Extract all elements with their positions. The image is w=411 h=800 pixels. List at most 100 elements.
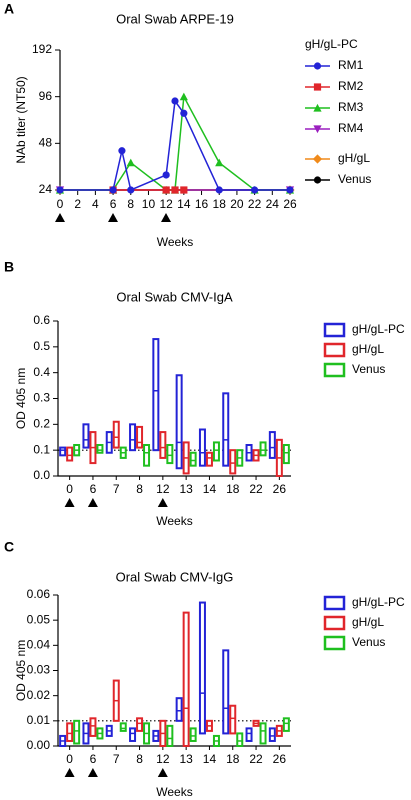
range-bar bbox=[245, 727, 253, 742]
legend-swatch bbox=[323, 342, 346, 358]
panel-letter: C bbox=[4, 539, 14, 555]
y-axis-label: OD 405 nm bbox=[14, 368, 28, 429]
y-tick-label: 0.2 bbox=[33, 417, 50, 431]
range-bar bbox=[175, 697, 183, 722]
legend-label: Venus bbox=[338, 172, 371, 186]
range-bar bbox=[282, 444, 290, 465]
arrow bbox=[87, 498, 98, 507]
legend-label: gH/gL bbox=[338, 151, 370, 165]
marker bbox=[171, 97, 179, 105]
range-bar bbox=[222, 649, 230, 735]
y-tick-label: 0.1 bbox=[33, 442, 50, 456]
x-axis-label: Weeks bbox=[157, 235, 193, 249]
range-bar bbox=[166, 724, 174, 747]
chart-title: Oral Swab CMV-IgG bbox=[116, 569, 234, 584]
y-axis-label: NAb titer (NT50) bbox=[14, 76, 28, 163]
y-tick-label: 0.05 bbox=[27, 612, 51, 626]
legend-label: RM1 bbox=[338, 58, 364, 72]
x-tick-label: 0 bbox=[57, 197, 64, 211]
arrow bbox=[161, 213, 171, 222]
legend-swatch bbox=[323, 615, 346, 631]
y-tick-label: 0.02 bbox=[27, 688, 51, 702]
y-tick-label: 0.3 bbox=[33, 391, 50, 405]
x-tick-label: 10 bbox=[142, 197, 156, 211]
legend-label: gH/gL-PC bbox=[352, 595, 405, 609]
range-bar bbox=[119, 722, 127, 732]
x-tick-label: 18 bbox=[226, 482, 240, 496]
range-bar bbox=[282, 717, 290, 732]
y-tick-label: 0.06 bbox=[27, 587, 51, 601]
marker bbox=[286, 186, 294, 194]
y-tick-label: 24 bbox=[39, 182, 53, 196]
x-tick-label: 0 bbox=[66, 482, 73, 496]
legend-label: gH/gL bbox=[352, 342, 384, 356]
series-line bbox=[60, 94, 290, 191]
range-bar bbox=[143, 444, 151, 467]
range-bar bbox=[112, 420, 120, 449]
legend-marker bbox=[312, 154, 323, 164]
arrows bbox=[55, 213, 171, 777]
range-bar bbox=[198, 601, 206, 735]
marker bbox=[180, 109, 188, 117]
y-tick-label: 48 bbox=[39, 136, 53, 150]
y-tick-label: 0.03 bbox=[27, 663, 51, 677]
legend-marker bbox=[313, 103, 322, 112]
range-bar bbox=[236, 732, 244, 748]
x-axis-label: Weeks bbox=[156, 514, 192, 528]
y-tick-label: 0.01 bbox=[27, 713, 51, 727]
x-tick-label: 18 bbox=[226, 752, 240, 766]
x-tick-label: 24 bbox=[266, 197, 280, 211]
y-axis-label: OD 405 nm bbox=[14, 640, 28, 701]
legend-label: gH/gL bbox=[352, 615, 384, 629]
x-tick-label: 12 bbox=[159, 197, 173, 211]
legend-swatch bbox=[323, 635, 346, 651]
range-bar bbox=[59, 446, 67, 457]
panel-letter: B bbox=[4, 259, 14, 275]
marker bbox=[118, 147, 126, 155]
legend-marker bbox=[313, 83, 322, 91]
range-bar bbox=[259, 722, 267, 745]
x-tick-label: 26 bbox=[273, 482, 287, 496]
x-tick-label: 22 bbox=[249, 752, 263, 766]
x-axis-label: Weeks bbox=[156, 785, 192, 799]
marker bbox=[215, 186, 223, 194]
x-tick-label: 2 bbox=[74, 197, 81, 211]
marker bbox=[127, 186, 135, 194]
axis-a bbox=[59, 50, 290, 191]
marker bbox=[251, 186, 259, 194]
y-tick-label: 0.0 bbox=[33, 468, 50, 482]
marker bbox=[109, 186, 117, 194]
range-bar bbox=[268, 727, 276, 742]
x-tick-label: 16 bbox=[195, 197, 209, 211]
x-tick-label: 26 bbox=[273, 752, 287, 766]
y-tick-label: 0.04 bbox=[27, 638, 51, 652]
range-bar bbox=[189, 451, 197, 467]
range-bar bbox=[136, 425, 144, 449]
range-bar bbox=[175, 374, 183, 470]
range-bar bbox=[96, 444, 104, 454]
panel-letter: A bbox=[4, 1, 14, 17]
range-bar bbox=[182, 611, 190, 747]
range-bar bbox=[268, 431, 276, 459]
marker bbox=[56, 186, 64, 194]
x-tick-label: 18 bbox=[213, 197, 227, 211]
y-tick-label: 192 bbox=[32, 42, 52, 56]
marker bbox=[179, 92, 188, 101]
arrow bbox=[55, 213, 65, 222]
x-tick-label: 0 bbox=[66, 752, 73, 766]
range-bar bbox=[222, 392, 230, 467]
range-bar bbox=[129, 423, 137, 452]
arrow bbox=[87, 768, 98, 777]
x-tick-label: 8 bbox=[127, 197, 134, 211]
series-line bbox=[60, 99, 290, 192]
range-bar bbox=[166, 444, 174, 465]
marker bbox=[162, 186, 170, 194]
legend-label: Venus bbox=[352, 362, 385, 376]
x-tick-label: 8 bbox=[136, 482, 143, 496]
arrow bbox=[64, 498, 75, 507]
x-tick-label: 4 bbox=[92, 197, 99, 211]
x-tick-label: 26 bbox=[283, 197, 297, 211]
y-tick-label: 0.5 bbox=[33, 339, 50, 353]
legend-marker bbox=[313, 176, 322, 184]
